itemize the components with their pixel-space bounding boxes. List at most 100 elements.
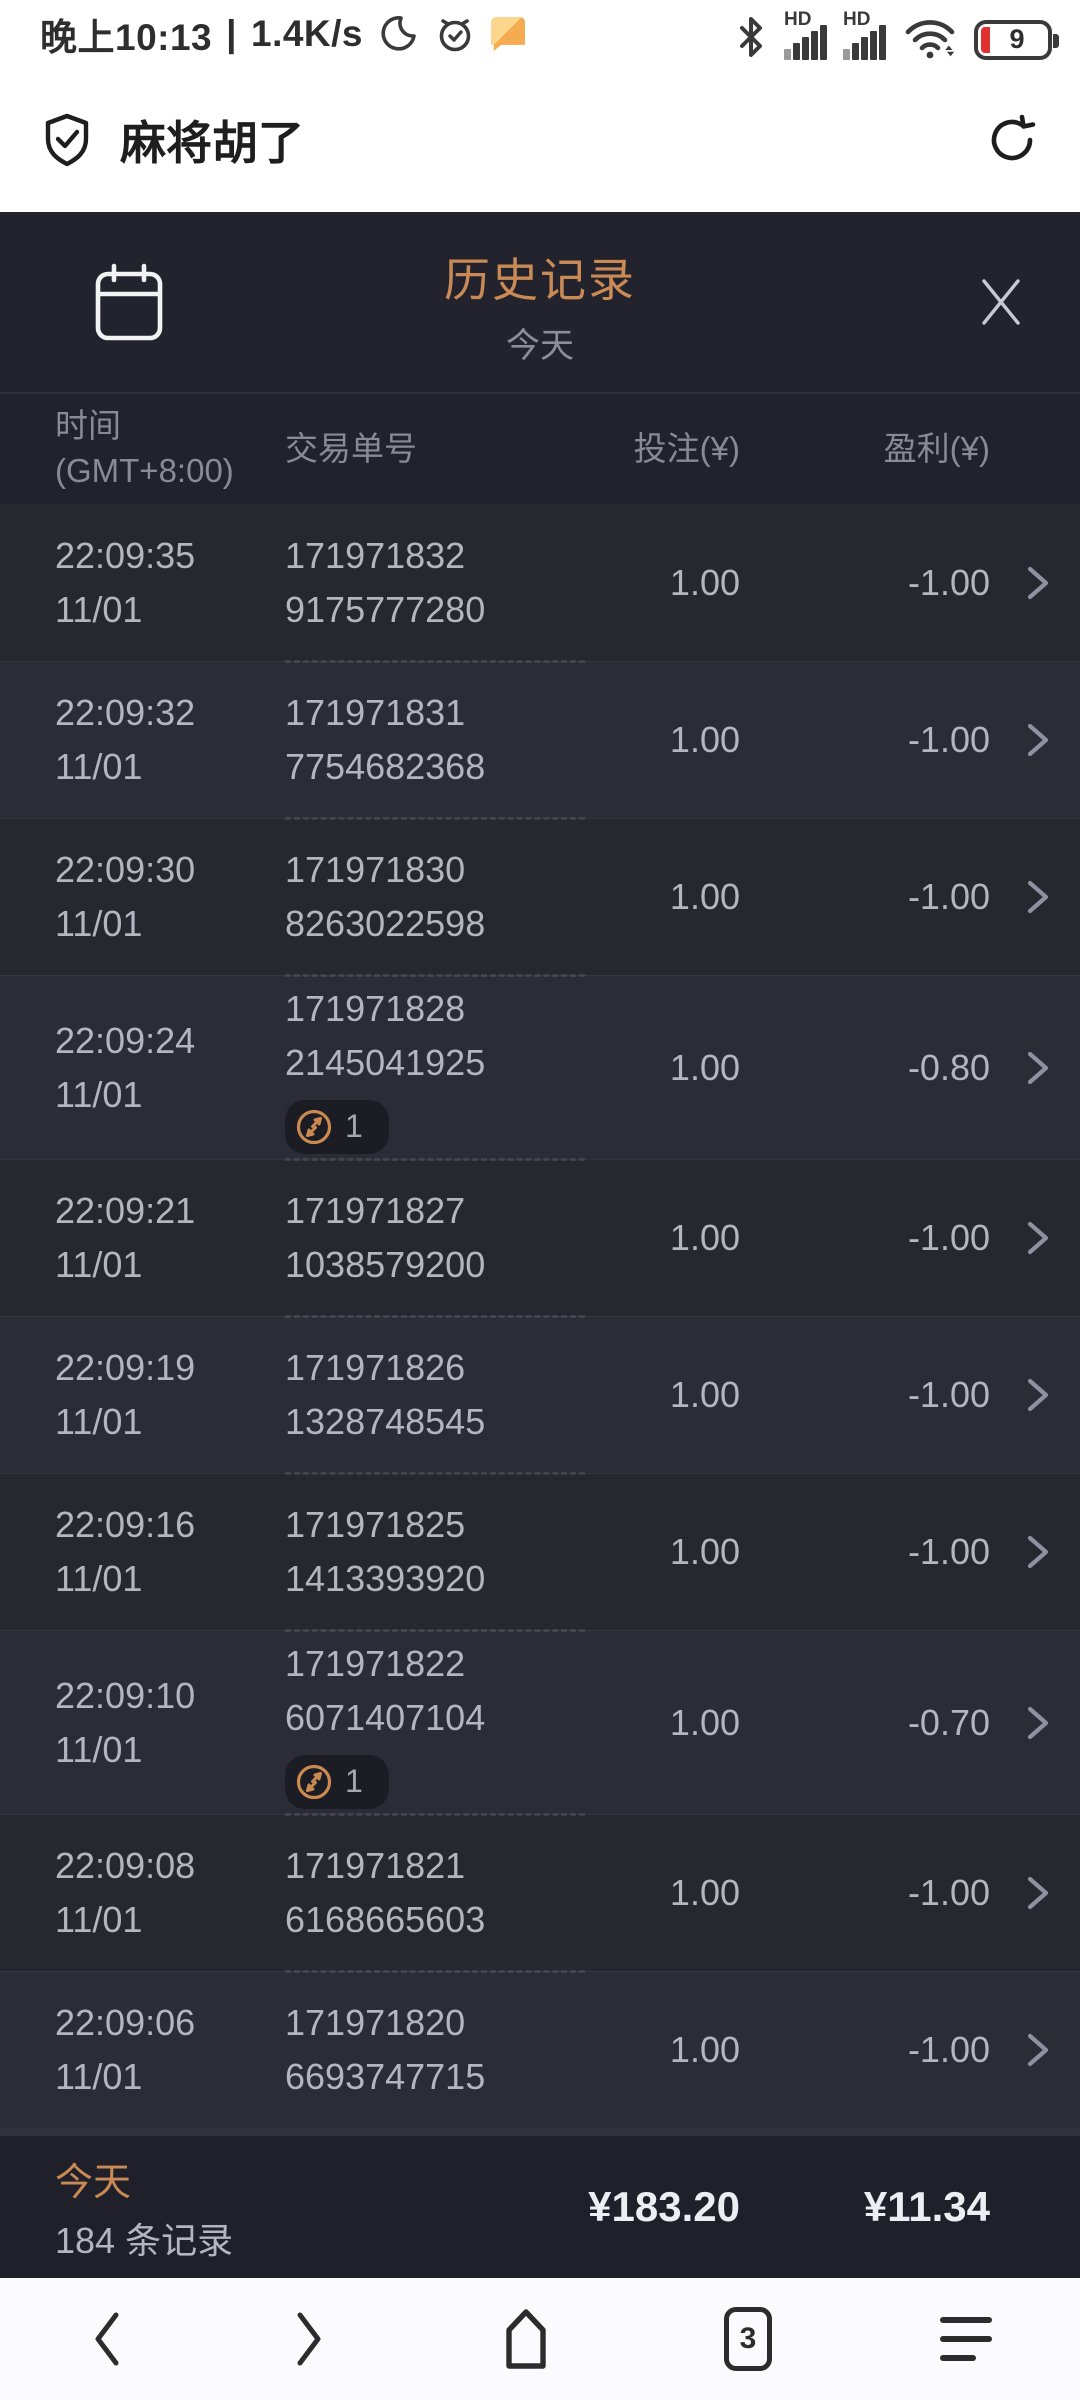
chevron-right-icon	[1020, 1701, 1054, 1745]
row-time-cell: 22:09:30 11/01	[55, 843, 285, 951]
row-time-cell: 22:09:06 11/01	[55, 1996, 285, 2104]
row-time: 22:09:35	[55, 534, 196, 576]
row-time-cell: 22:09:24 11/01	[55, 1014, 285, 1122]
row-txn-line1: 171971831	[285, 692, 466, 733]
free-spins-badge: 1	[285, 1099, 389, 1154]
history-modal: 历史记录 今天 时间 (GMT+8:00) 交易单号 投注(¥) 盈利(¥) 2…	[0, 212, 1080, 2278]
history-title: 历史记录	[444, 253, 636, 306]
network-speed-text: 1.4K/s	[251, 13, 364, 54]
menu-button[interactable]	[940, 2317, 992, 2361]
row-profit: -1.00	[907, 876, 990, 917]
row-txn-line2: 6693747715	[285, 2056, 486, 2097]
chevron-right-icon	[1020, 1046, 1054, 1090]
row-txn-line2: 6071407104	[285, 1696, 486, 1738]
row-txn-line1: 171971826	[285, 1347, 466, 1388]
battery-low-fill	[981, 26, 990, 53]
forward-button[interactable]	[292, 2307, 328, 2371]
row-time: 22:09:30	[55, 849, 196, 890]
menu-icon	[940, 2317, 992, 2361]
table-row[interactable]: 22:09:19 11/01 171971826 1328748545 1.00…	[0, 1315, 1080, 1473]
table-row[interactable]: 22:09:30 11/01 171971830 8263022598 1.00…	[0, 817, 1080, 975]
row-time-cell: 22:09:16 11/01	[55, 1498, 285, 1606]
row-profit: -1.00	[907, 2029, 990, 2070]
row-txn-line1: 171971820	[285, 2002, 466, 2043]
row-transaction-cell: 171971820 6693747715	[285, 1996, 560, 2104]
wifi-icon	[902, 14, 958, 60]
row-date: 11/01	[55, 903, 143, 944]
status-separator: |	[226, 13, 237, 54]
row-txn-line1: 171971827	[285, 1190, 466, 1231]
browser-nav-bar: 3	[0, 2278, 1080, 2400]
row-time: 22:09:08	[55, 1845, 196, 1886]
page-title: 麻将胡了	[120, 117, 304, 169]
row-profit: -1.00	[907, 561, 990, 603]
alarm-icon	[433, 12, 477, 56]
table-row[interactable]: 22:09:21 11/01 171971827 1038579200 1.00…	[0, 1158, 1080, 1316]
table-row[interactable]: 22:09:24 11/01 171971828 2145041925 1 1.…	[0, 974, 1080, 1159]
close-button[interactable]	[970, 271, 1032, 333]
row-txn-line2: 1413393920	[285, 1558, 486, 1599]
sim2-hd-label: HD	[843, 8, 871, 30]
history-title-block: 历史记录 今天	[444, 244, 636, 367]
table-row[interactable]: 22:09:32 11/01 171971831 7754682368 1.00…	[0, 660, 1080, 818]
row-date: 11/01	[55, 2056, 143, 2097]
row-profit: -1.00	[907, 1374, 990, 1415]
chevron-right-icon	[1020, 1216, 1054, 1260]
row-bet: 1.00	[669, 1701, 740, 1743]
row-time-cell: 22:09:21 11/01	[55, 1184, 285, 1292]
row-bet: 1.00	[669, 1374, 740, 1415]
chevron-right-icon	[1020, 2028, 1054, 2072]
home-button[interactable]	[496, 2306, 556, 2372]
bluetooth-icon	[734, 14, 768, 60]
table-row[interactable]: 22:09:10 11/01 171971822 6071407104 1 1.…	[0, 1629, 1080, 1814]
row-profit: -1.00	[907, 1872, 990, 1913]
row-txn-line2: 8263022598	[285, 903, 486, 944]
column-time: 时间 (GMT+8:00)	[55, 407, 234, 489]
table-row[interactable]: 22:09:35 11/01 171971832 9175777280 1.00…	[0, 504, 1080, 661]
row-date: 11/01	[55, 1073, 143, 1115]
row-time: 22:09:32	[55, 692, 196, 733]
table-row[interactable]: 22:09:06 11/01 171971820 6693747715 1.00…	[0, 1970, 1080, 2128]
row-time: 22:09:24	[55, 1019, 196, 1061]
browser-title-bar: 麻将胡了	[0, 68, 1080, 212]
table-header: 时间 (GMT+8:00) 交易单号 投注(¥) 盈利(¥)	[0, 392, 1080, 504]
row-time-cell: 22:09:08 11/01	[55, 1839, 285, 1947]
chevron-right-icon	[1020, 718, 1054, 762]
row-date: 11/01	[55, 1558, 143, 1599]
sim2-signal-icon: HD	[843, 9, 886, 60]
battery-icon: 9	[974, 19, 1059, 60]
tab-count: 3	[739, 2322, 757, 2355]
row-transaction-cell: 171971821 6168665603	[285, 1839, 560, 1947]
summary-record-count: 184 条记录	[55, 2219, 234, 2261]
row-profit: -0.80	[907, 1046, 990, 1088]
row-date: 11/01	[55, 1401, 143, 1442]
table-row[interactable]: 22:09:16 11/01 171971825 1413393920 1.00…	[0, 1472, 1080, 1630]
row-bet: 1.00	[669, 561, 740, 603]
chevron-right-icon	[1020, 1530, 1054, 1574]
row-txn-line1: 171971825	[285, 1504, 466, 1545]
row-date: 11/01	[55, 588, 143, 630]
back-button[interactable]	[88, 2307, 124, 2371]
table-row[interactable]: 22:09:08 11/01 171971821 6168665603 1.00…	[0, 1813, 1080, 1971]
row-txn-line1: 171971830	[285, 849, 466, 890]
tabs-button[interactable]: 3	[724, 2307, 772, 2371]
column-transaction: 交易单号	[285, 429, 417, 467]
row-bet: 1.00	[669, 1217, 740, 1258]
battery-percent: 9	[1009, 24, 1025, 54]
calendar-button[interactable]	[90, 260, 168, 344]
refresh-button[interactable]	[986, 113, 1040, 167]
floating-note-icon	[491, 17, 526, 51]
row-txn-line2: 1328748545	[285, 1401, 486, 1442]
row-bet: 1.00	[669, 1872, 740, 1913]
chevron-right-icon	[1020, 875, 1054, 919]
row-txn-line1: 171971832	[285, 534, 466, 576]
row-transaction-cell: 171971832 9175777280	[285, 529, 560, 637]
status-bar: 晚上10:13 | 1.4K/s HD	[0, 0, 1080, 68]
row-transaction-cell: 171971830 8263022598	[285, 843, 560, 951]
history-date-filter: 今天	[506, 326, 574, 365]
summary-profit-total: ¥11.34	[863, 2183, 990, 2230]
sim1-hd-label: HD	[784, 8, 812, 30]
summary-day-label: 今天	[55, 2161, 132, 2204]
row-time: 22:09:10	[55, 1674, 196, 1716]
